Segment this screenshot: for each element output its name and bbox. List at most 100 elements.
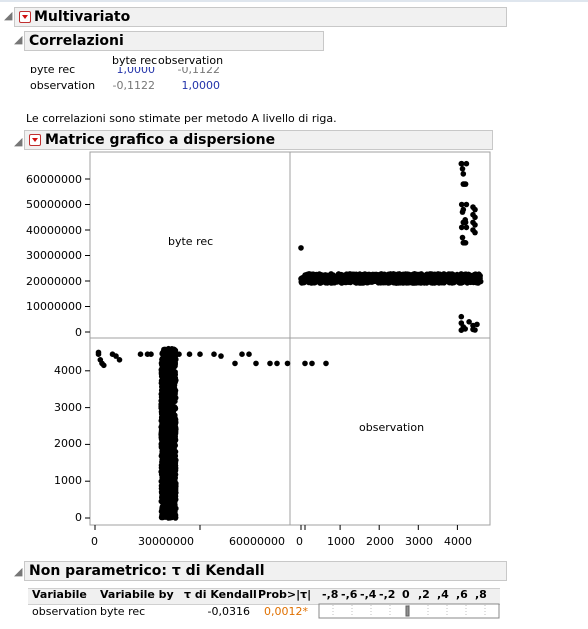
scatter-point [161, 404, 167, 411]
scatter-point-outlier [101, 362, 107, 369]
scatter-point [418, 271, 425, 277]
scatter-point [369, 272, 376, 279]
x-tick-label: 3000 [405, 535, 433, 548]
scatter-point [163, 510, 169, 517]
scatter-point [158, 514, 165, 521]
corr-cell: 1,0000 [181, 79, 221, 92]
diagonal-label-byte-rec: byte rec [168, 235, 214, 248]
corr-col-header: observation [158, 54, 224, 67]
bar-tick-label: -,2 [379, 588, 396, 601]
scatter-point [163, 499, 169, 506]
bar-tick-label: -,8 [322, 588, 339, 601]
scatter-point-outlier [458, 160, 465, 167]
scatter-point [171, 503, 177, 509]
red-triangle-menu-icon[interactable] [19, 11, 31, 23]
correlations-header[interactable]: Correlazioni [24, 31, 324, 51]
y-tick-label: 1000 [54, 474, 82, 487]
scatter-point [161, 384, 167, 391]
scatter-point [167, 400, 173, 406]
scatter-point-outlier [218, 353, 224, 359]
corr-cell: 1,0000 [116, 63, 156, 76]
scatter-point [172, 420, 179, 426]
x-tick-label: 4000 [444, 535, 472, 548]
scatter-point-outlier [463, 201, 470, 208]
scatter-point-outlier [463, 160, 470, 167]
scatter-point-outlier [459, 234, 466, 241]
scatter-point [450, 271, 457, 278]
scatter-point [469, 272, 475, 279]
scatter-matrix-header[interactable]: Matrice grafico a dispersione [24, 130, 493, 150]
disclosure-triangle-icon[interactable]: ◢ [14, 135, 23, 148]
scatter-point-outlier [148, 351, 154, 358]
x-tick-label: 30000000 [138, 535, 194, 548]
scatter-point-outlier [337, 275, 343, 282]
y-tick-label: 0 [75, 326, 82, 339]
scatter-point-outlier [460, 171, 467, 177]
scatter-point-outlier [459, 209, 466, 215]
scatter-point-outlier [415, 276, 422, 283]
scatter-point [162, 458, 168, 465]
y-tick-label: 30000000 [26, 249, 82, 262]
multivariate-header[interactable]: Multivariato [14, 7, 507, 27]
scatter-point-outlier [113, 353, 119, 359]
scatter-point [314, 272, 321, 278]
scatter-point [311, 278, 318, 285]
multivariate-title: Multivariato [34, 9, 131, 25]
scatter-point [159, 419, 166, 425]
scatter-point-outlier [302, 360, 308, 367]
scatter-point-outlier [165, 515, 172, 521]
scatter-point [381, 271, 388, 278]
scatter-point-outlier [165, 478, 172, 485]
scatter-point-outlier [95, 349, 102, 356]
scatter-point [407, 278, 414, 285]
x-tick-label: 0 [91, 535, 98, 548]
scatter-point-outlier [309, 360, 315, 367]
disclosure-triangle-icon[interactable]: ◢ [4, 9, 13, 22]
y-tick-label: 20000000 [26, 275, 82, 288]
scatter-point-outlier [176, 351, 182, 358]
kendall-prob: 0,0012* [264, 605, 308, 618]
scatter-point-outlier [462, 219, 469, 226]
scatter-point [406, 272, 412, 279]
scatter-point [324, 278, 330, 284]
scatter-point [161, 438, 167, 445]
kendall-title: Non parametrico: τ di Kendall [29, 563, 265, 579]
scatter-point [387, 274, 394, 281]
scatter-point-outlier [474, 321, 480, 328]
disclosure-triangle-icon[interactable]: ◢ [14, 565, 23, 578]
scatter-point-outlier [472, 214, 478, 221]
scatter-point [168, 433, 175, 439]
scatter-point-outlier [298, 245, 304, 251]
disclosure-triangle-icon[interactable]: ◢ [14, 33, 23, 46]
scatter-point [166, 413, 172, 420]
scatter-point-outlier [302, 273, 308, 279]
y-tick-label: 10000000 [26, 300, 82, 313]
scatter-point-outlier [472, 327, 478, 333]
scatter-point-outlier [211, 351, 217, 358]
scatter-point [434, 277, 441, 283]
scatter-point [171, 495, 177, 501]
kendall-header[interactable]: Non parametrico: τ di Kendall [24, 561, 507, 581]
scatter-point [361, 279, 367, 285]
scatter-point [167, 391, 174, 397]
kendall-col-header: Variabile by [100, 588, 174, 601]
scatter-point-outlier [246, 351, 252, 358]
scatter-point [169, 384, 175, 391]
scatter-point [476, 279, 482, 286]
scatter-point-outlier [458, 313, 465, 320]
corr-cell: -0,1122 [177, 63, 220, 76]
y-tick-label: 0 [75, 511, 82, 524]
scatter-point [173, 426, 179, 433]
scatter-point [160, 427, 166, 434]
red-triangle-menu-icon[interactable] [29, 134, 41, 146]
scatter-point-outlier [376, 275, 383, 282]
top-border [0, 0, 588, 2]
scatter-point-outlier [474, 273, 480, 279]
y-tick-label: 4000 [54, 364, 82, 377]
scatter-point [396, 277, 403, 283]
scatter-point-outlier [458, 201, 465, 208]
scatter-point [172, 348, 178, 354]
correlation-note: Le correlazioni sono stimate per metodo … [26, 112, 337, 125]
scatter-point [161, 368, 167, 374]
